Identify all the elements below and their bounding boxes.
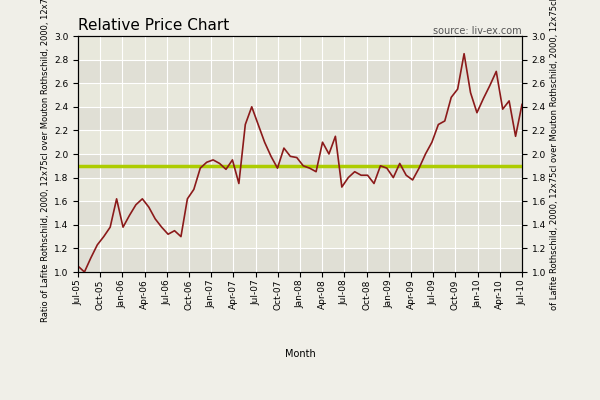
Bar xyxy=(78,225,522,248)
Y-axis label: of Lafite Rothschild, 2000, 12x75cl over Mouton Rothschild, 2000, 12x75cl: of Lafite Rothschild, 2000, 12x75cl over… xyxy=(550,0,559,310)
Bar xyxy=(78,60,522,83)
Bar xyxy=(78,36,522,60)
Bar xyxy=(78,130,522,154)
Text: Relative Price Chart: Relative Price Chart xyxy=(78,18,229,34)
Text: source: liv-ex.com: source: liv-ex.com xyxy=(433,26,522,36)
Y-axis label: Ratio of Lafite Rothschild, 2000, 12x75cl over Mouton Rothschild, 2000, 12x75cl: Ratio of Lafite Rothschild, 2000, 12x75c… xyxy=(41,0,50,322)
Bar xyxy=(78,107,522,130)
Bar xyxy=(78,83,522,107)
Bar xyxy=(78,201,522,225)
Bar xyxy=(78,178,522,201)
Bar xyxy=(78,154,522,178)
X-axis label: Month: Month xyxy=(284,349,316,359)
Bar xyxy=(78,248,522,272)
